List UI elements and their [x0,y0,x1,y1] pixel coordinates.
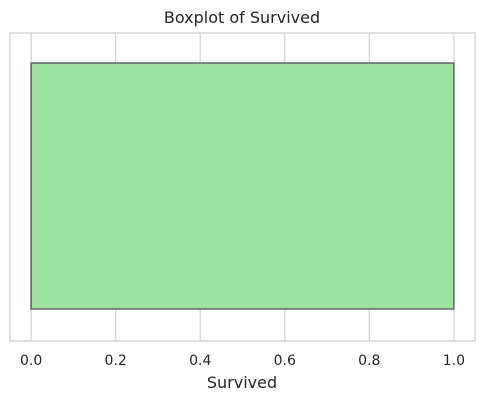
chart-title: Boxplot of Survived [164,8,320,27]
iqr-box [30,62,455,310]
x-tick-label: 0.6 [274,353,296,369]
x-tick-label: 0.4 [189,353,211,369]
x-tick-labels: 0.0 0.2 0.4 0.6 0.8 1.0 [20,353,465,369]
x-tick-label: 0.2 [105,353,127,369]
x-tick-label: 1.0 [443,353,465,369]
x-tick-label: 0.0 [20,353,42,369]
plot-frame [9,32,476,342]
box-layer [30,62,455,310]
x-tick-label: 0.8 [358,353,380,369]
x-axis-label: Survived [207,373,277,392]
